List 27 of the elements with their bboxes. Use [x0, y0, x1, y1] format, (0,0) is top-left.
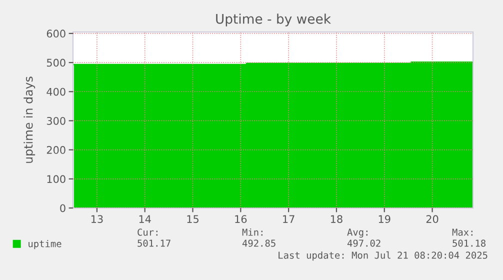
legend-label: uptime	[28, 240, 62, 250]
y-tick-label: 0	[60, 204, 66, 212]
y-tick-label: 500	[46, 58, 66, 67]
y-tick-label: 100	[47, 175, 66, 184]
text: Max:	[452, 228, 472, 236]
text: 492.85	[242, 240, 276, 247]
text: Last update: Mon Jul 21 08:20:04 2025	[278, 251, 488, 261]
x-tick-label: 16	[235, 215, 247, 224]
y-tick-label: 300	[46, 116, 66, 125]
text: 501.17	[138, 240, 170, 247]
y-axis-title: uptime in days	[24, 76, 36, 163]
x-tick-label: 17	[283, 215, 294, 223]
x-tick-label: 19	[378, 215, 390, 224]
x-tick-label: 13	[91, 215, 103, 224]
x-tick-label: 14	[139, 215, 151, 223]
y-tick-label: 200	[46, 146, 66, 154]
text: 501.18	[452, 240, 486, 247]
y-tick-label: 600	[46, 30, 66, 38]
x-tick-label: 20	[426, 215, 438, 224]
chart-title: Uptime - by week	[216, 14, 331, 26]
x-tick-label: 18	[330, 215, 342, 224]
x-tick-label: 15	[187, 215, 198, 224]
text: 497.02	[347, 240, 380, 247]
text: Avg:	[347, 228, 368, 238]
text: Cur:	[138, 228, 158, 236]
text: Min:	[242, 228, 262, 236]
y-tick-label: 400	[46, 88, 66, 96]
